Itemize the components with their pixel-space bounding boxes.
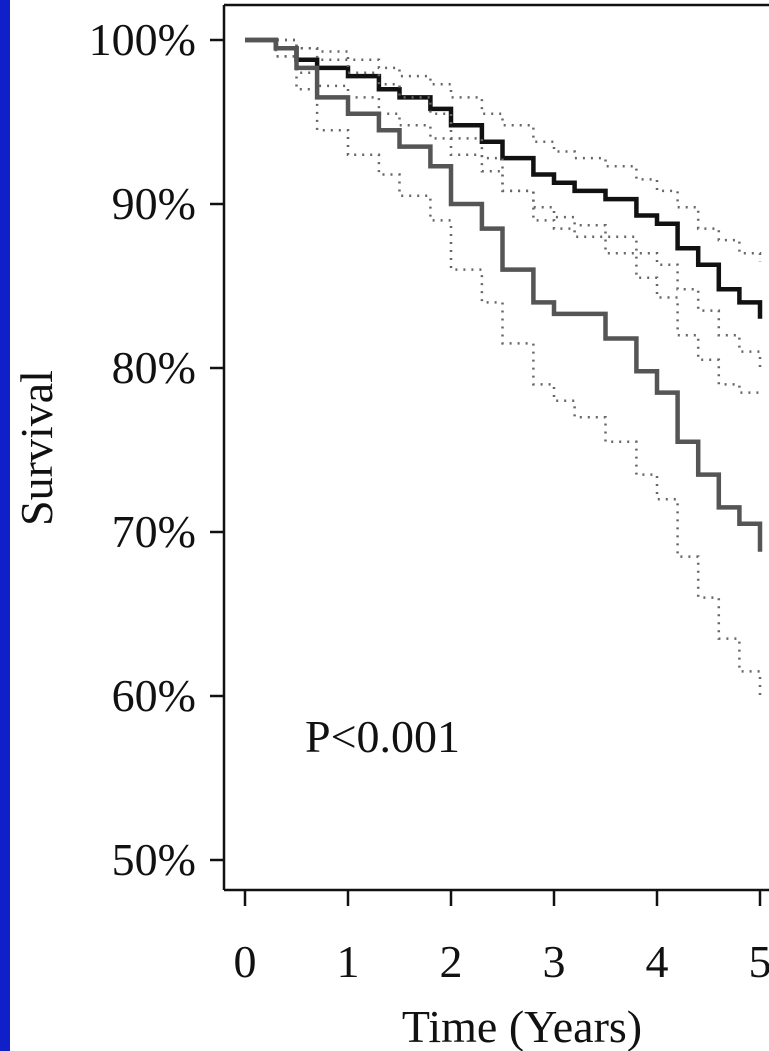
y-tick-label: 80% bbox=[112, 342, 196, 393]
x-tick-label: 3 bbox=[543, 936, 566, 987]
series-2-survival-line bbox=[245, 37, 763, 552]
series-1-ci-upper-line bbox=[245, 38, 762, 262]
x-axis-title: Time (Years) bbox=[402, 1001, 642, 1051]
y-tick-label: 60% bbox=[112, 670, 196, 721]
x-tick-label: 2 bbox=[440, 936, 463, 987]
x-tick-label: 1 bbox=[337, 936, 360, 987]
axes: 50% 60% 70% 80% 90% 100% 0 1 2 3 4 5 bbox=[89, 3, 769, 987]
p-value-annotation: P<0.001 bbox=[305, 711, 460, 762]
y-axis-title: Survival bbox=[11, 370, 62, 526]
x-tick-label: 4 bbox=[646, 936, 669, 987]
chart-panel bbox=[10, 0, 769, 1051]
x-tick-label: 5 bbox=[749, 936, 769, 987]
y-tick-label: 100% bbox=[89, 14, 196, 65]
y-tick-label: 90% bbox=[112, 178, 196, 229]
y-tick-label: 50% bbox=[112, 834, 196, 885]
series-2-ci-lower-line bbox=[245, 38, 762, 696]
series-1-survival-line bbox=[245, 37, 763, 319]
x-tick-label: 0 bbox=[234, 936, 257, 987]
y-tick-label: 70% bbox=[112, 506, 196, 557]
plot-area bbox=[245, 37, 763, 696]
